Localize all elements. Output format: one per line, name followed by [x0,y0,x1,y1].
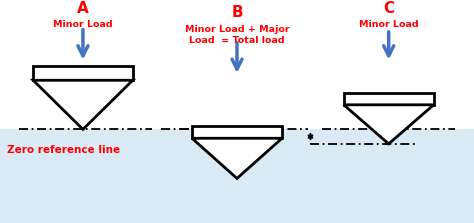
Text: A: A [77,1,89,16]
Text: C: C [383,1,394,16]
Polygon shape [192,138,282,178]
FancyBboxPatch shape [0,129,474,223]
FancyBboxPatch shape [33,66,133,80]
FancyBboxPatch shape [192,126,282,138]
FancyBboxPatch shape [344,93,434,105]
Polygon shape [33,80,133,129]
FancyBboxPatch shape [192,126,282,138]
Polygon shape [33,80,133,129]
Polygon shape [192,138,282,178]
FancyBboxPatch shape [344,93,434,105]
Text: Zero reference line: Zero reference line [7,145,120,155]
Text: B: B [231,5,243,20]
Polygon shape [344,105,434,144]
Text: Minor Load: Minor Load [359,20,419,29]
Text: Minor Load + Major
Load  = Total load: Minor Load + Major Load = Total load [185,25,289,45]
FancyBboxPatch shape [33,66,133,80]
Polygon shape [344,105,434,144]
Text: Minor Load: Minor Load [53,20,113,29]
